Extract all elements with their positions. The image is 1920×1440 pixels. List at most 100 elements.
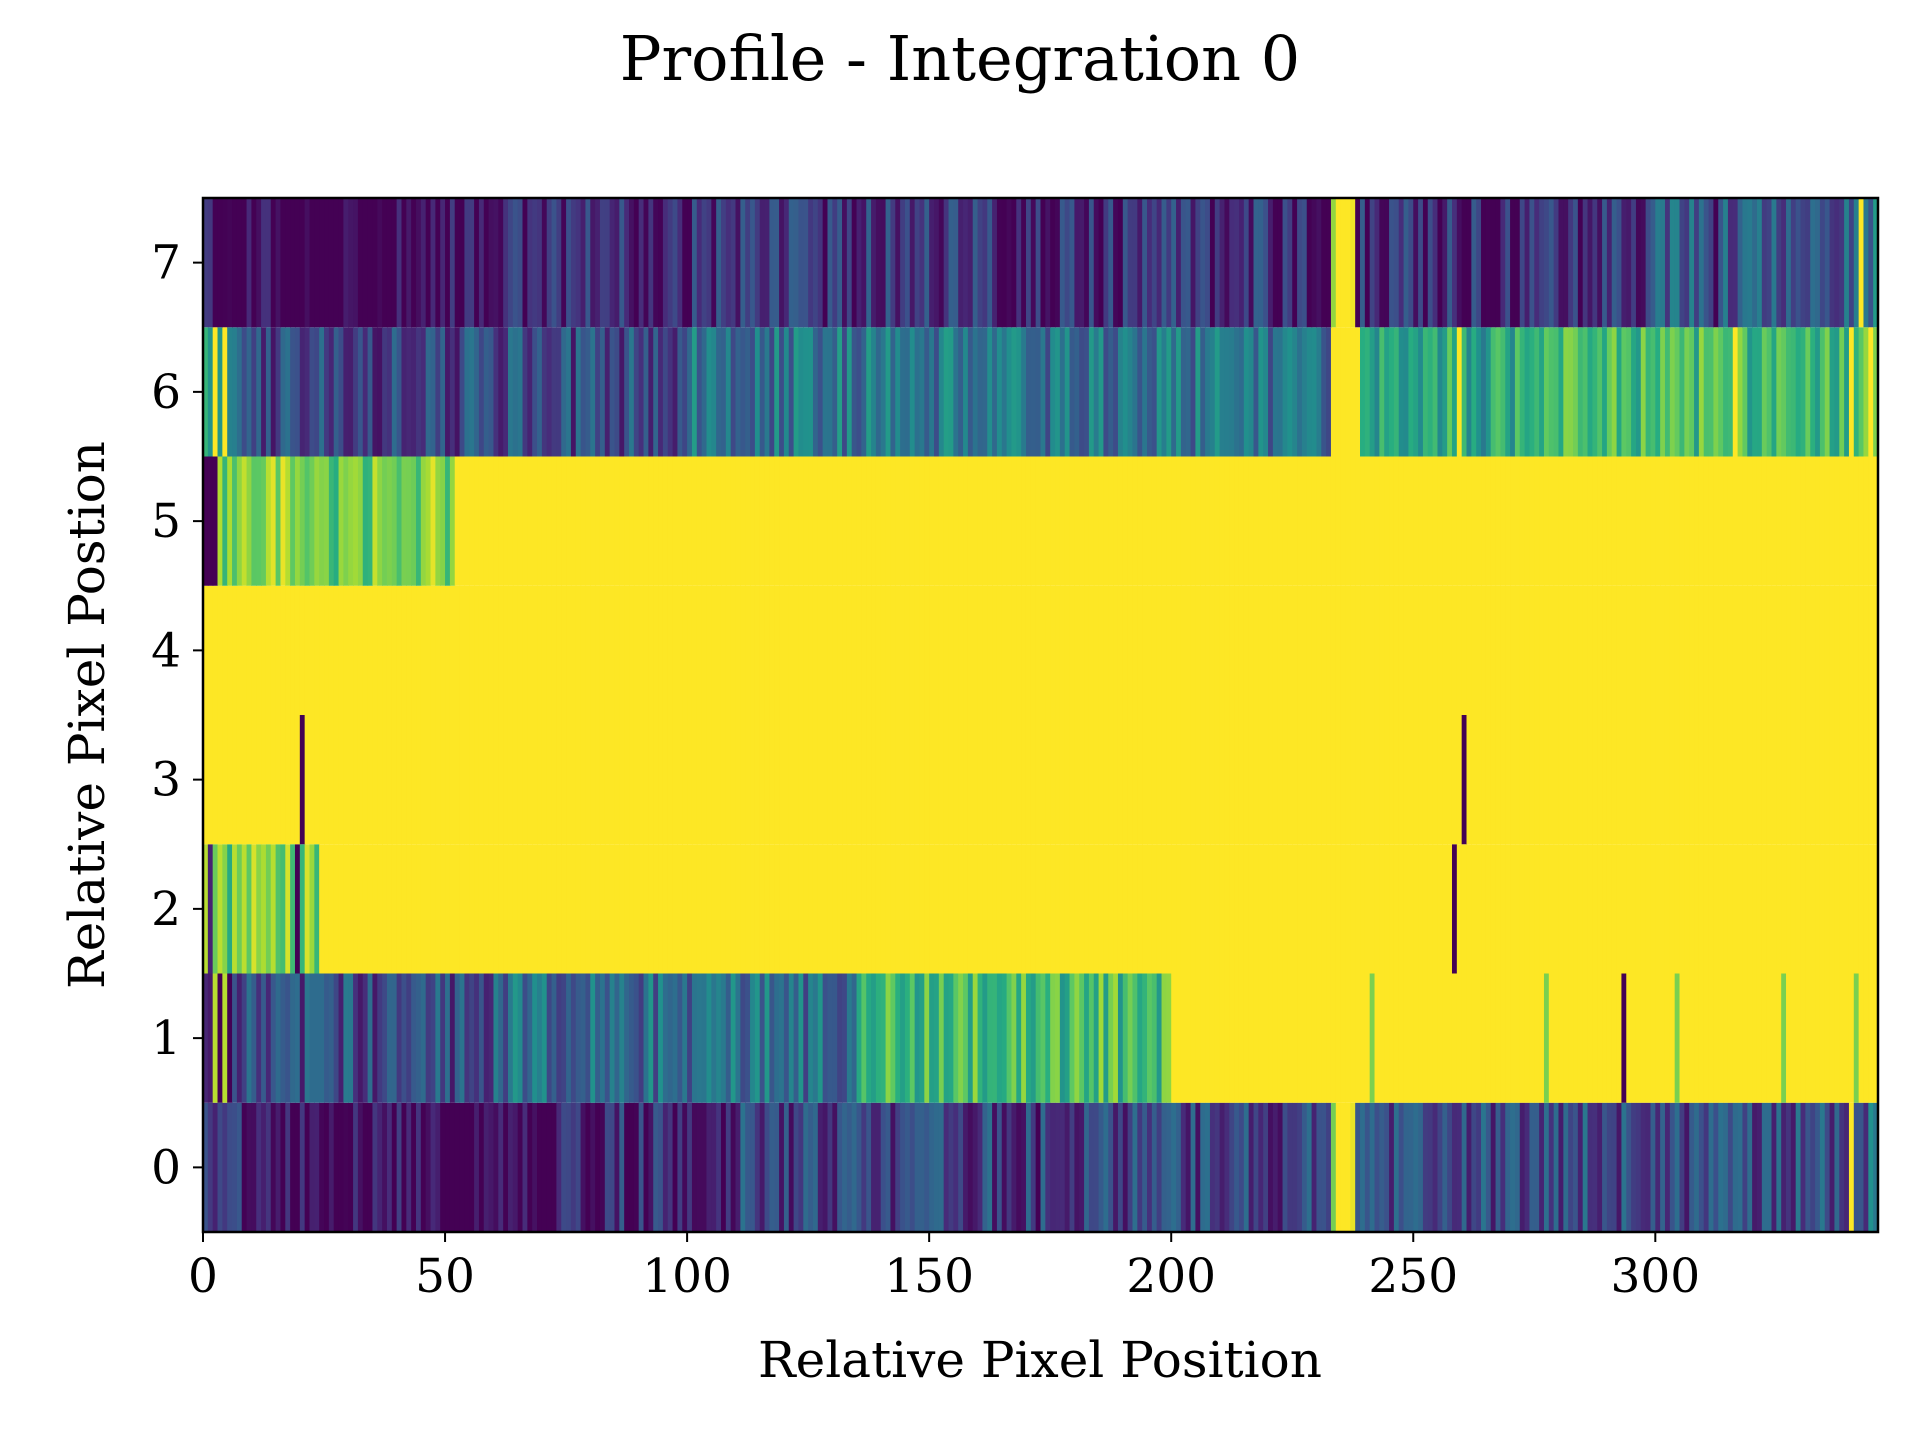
heatmap-cell: [507, 585, 514, 715]
heatmap-cell: [1563, 585, 1569, 715]
heatmap-cell: [982, 973, 988, 1103]
heatmap-cell: [435, 585, 441, 715]
heatmap-cell: [488, 973, 495, 1103]
heatmap-cell: [449, 198, 456, 328]
heatmap-cell: [1374, 456, 1380, 586]
heatmap-cell: [425, 327, 432, 457]
heatmap-cell: [1481, 198, 1487, 328]
y-tick-label: 4: [151, 623, 181, 678]
heatmap-cell: [1127, 327, 1134, 457]
heatmap-cell: [319, 1102, 325, 1232]
heatmap-cell: [396, 973, 403, 1103]
heatmap-cell: [1422, 844, 1429, 974]
heatmap-cell: [1873, 456, 1879, 586]
heatmap-cell: [1272, 198, 1279, 328]
heatmap-cell: [232, 198, 238, 328]
heatmap-cell: [353, 585, 359, 715]
heatmap-cell: [1781, 456, 1787, 586]
heatmap-cell: [1427, 973, 1434, 1103]
heatmap-cell: [566, 198, 572, 328]
heatmap-cell: [372, 585, 378, 715]
heatmap-cell: [435, 1102, 441, 1232]
heatmap-cell: [604, 973, 611, 1103]
heatmap-cell: [958, 844, 964, 974]
heatmap-cell: [1224, 198, 1230, 328]
heatmap-cell: [546, 198, 553, 328]
heatmap-cell: [575, 456, 582, 586]
heatmap-cell: [1205, 327, 1211, 457]
heatmap-cell: [687, 456, 693, 586]
heatmap-cell: [987, 1102, 993, 1232]
heatmap-cell: [706, 198, 712, 328]
heatmap-cell: [1650, 456, 1656, 586]
heatmap-cell: [1403, 327, 1410, 457]
heatmap-cell: [551, 973, 557, 1103]
heatmap-cell: [1098, 456, 1105, 586]
heatmap-cell: [1742, 456, 1748, 586]
heatmap-cell: [357, 844, 364, 974]
heatmap-cell: [454, 585, 461, 715]
heatmap-cell: [1064, 973, 1071, 1103]
heatmap-cell: [1437, 1102, 1443, 1232]
heatmap-cell: [1055, 327, 1061, 457]
heatmap-cell: [328, 585, 335, 715]
heatmap-cell: [866, 973, 872, 1103]
heatmap-cell: [430, 844, 436, 974]
heatmap-cell: [1674, 844, 1681, 974]
heatmap-cell: [1848, 973, 1855, 1103]
heatmap-cell: [1606, 973, 1613, 1103]
heatmap-cell: [1040, 844, 1046, 974]
heatmap-cell: [1108, 198, 1114, 328]
heatmap-cell: [934, 844, 940, 974]
heatmap-cell: [866, 1102, 872, 1232]
heatmap-cell: [1698, 844, 1705, 974]
heatmap-cell: [880, 1102, 887, 1232]
heatmap-cell: [319, 456, 325, 586]
heatmap-cell: [1243, 973, 1250, 1103]
heatmap-cell: [464, 1102, 470, 1232]
heatmap-cell: [377, 844, 383, 974]
heatmap-cell: [609, 327, 616, 457]
heatmap-cell: [1684, 1102, 1690, 1232]
heatmap-cell: [1050, 844, 1056, 974]
heatmap-cell: [1088, 327, 1095, 457]
heatmap-cell: [1418, 973, 1424, 1103]
heatmap-cell: [691, 1102, 698, 1232]
heatmap-cell: [1824, 198, 1831, 328]
heatmap-cell: [256, 456, 262, 586]
y-tick-label: 6: [151, 365, 181, 420]
heatmap-cell: [687, 1102, 693, 1232]
heatmap-cell: [1253, 844, 1259, 974]
heatmap-cell: [285, 844, 291, 974]
heatmap-cell: [1703, 327, 1710, 457]
heatmap-cell: [1127, 198, 1134, 328]
heatmap-cell: [1355, 585, 1361, 715]
heatmap-cell: [1248, 327, 1255, 457]
heatmap-cell: [909, 456, 916, 586]
heatmap-cell: [604, 456, 611, 586]
heatmap-cell: [1548, 715, 1555, 845]
heatmap-cell: [1045, 327, 1051, 457]
heatmap-cell: [1006, 1102, 1013, 1232]
heatmap-cell: [1471, 585, 1477, 715]
heatmap-cell: [1147, 1102, 1153, 1232]
heatmap-cell: [1350, 1102, 1356, 1232]
heatmap-cell: [1456, 198, 1463, 328]
heatmap-cell: [362, 1102, 369, 1232]
heatmap-cell: [1161, 1102, 1167, 1232]
heatmap-cell: [633, 456, 640, 586]
heatmap-cell: [730, 973, 737, 1103]
heatmap-cell: [1311, 1102, 1318, 1232]
heatmap-cell: [459, 198, 466, 328]
heatmap-cell: [1219, 456, 1226, 586]
heatmap-cell: [1147, 456, 1153, 586]
heatmap-cell: [1776, 327, 1782, 457]
heatmap-cell: [1079, 456, 1085, 586]
heatmap-cell: [720, 327, 727, 457]
heatmap-cell: [304, 198, 311, 328]
heatmap-cell: [290, 585, 296, 715]
heatmap-cell: [1050, 1102, 1056, 1232]
heatmap-cell: [1834, 585, 1840, 715]
heatmap-cell: [512, 844, 519, 974]
heatmap-cell: [1180, 715, 1187, 845]
